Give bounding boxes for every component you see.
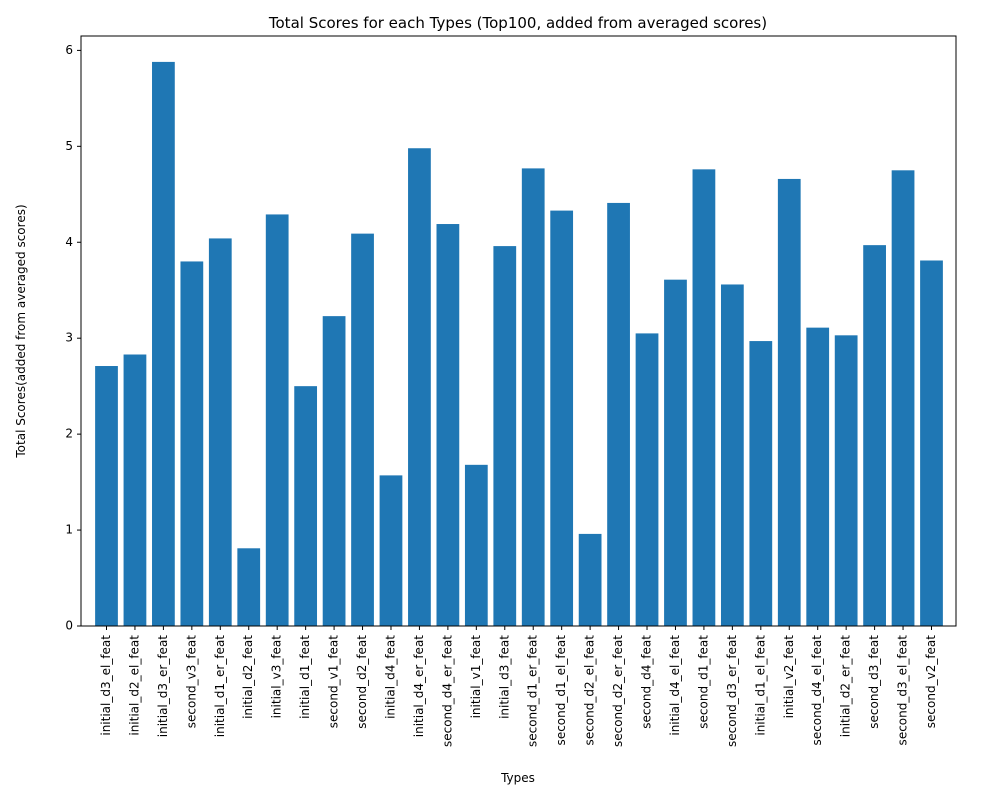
x-tick-label: second_d3_feat bbox=[867, 635, 881, 729]
bar-initial_d2_feat bbox=[237, 548, 261, 626]
x-axis-label: Types bbox=[500, 771, 535, 785]
x-tick-label: second_d4_el_feat bbox=[810, 635, 824, 746]
x-tick-label: initial_d1_feat bbox=[298, 635, 312, 719]
x-tick-label: initial_d4_el_feat bbox=[668, 635, 682, 736]
bar-initial_v3_feat bbox=[265, 214, 289, 626]
x-tick-label: second_v2_feat bbox=[924, 635, 938, 728]
x-tick-label: second_d2_el_feat bbox=[583, 635, 597, 746]
x-tick-label: second_v1_feat bbox=[327, 635, 341, 728]
x-tick-label: second_d2_er_feat bbox=[611, 635, 625, 747]
bar-initial_v1_feat bbox=[464, 464, 488, 626]
y-tick-label: 6 bbox=[65, 43, 73, 57]
y-tick-label: 1 bbox=[65, 523, 73, 537]
x-tick-label: second_d4_er_feat bbox=[440, 635, 454, 747]
y-tick-label: 4 bbox=[65, 235, 73, 249]
x-tick-label: initial_d1_er_feat bbox=[213, 635, 227, 738]
bar-second_d1_el_feat bbox=[550, 210, 574, 626]
bar-second_d1_er_feat bbox=[521, 168, 545, 626]
bars-group bbox=[95, 61, 943, 627]
bar-initial_d3_el_feat bbox=[95, 366, 118, 626]
x-tick-label: second_d1_feat bbox=[696, 635, 710, 729]
bar-second_d1_feat bbox=[692, 169, 716, 626]
bar-second_d2_feat bbox=[351, 233, 374, 626]
bar-initial_d2_er_feat bbox=[834, 335, 858, 626]
x-tick-label: second_d1_el_feat bbox=[554, 635, 568, 746]
bar-second_d2_er_feat bbox=[607, 202, 630, 626]
x-tick-label: initial_d4_er_feat bbox=[412, 635, 426, 738]
x-tick-label: second_d3_el_feat bbox=[896, 635, 910, 746]
bar-second_v1_feat bbox=[322, 316, 346, 626]
bar-second_d4_er_feat bbox=[436, 224, 460, 626]
x-tick-label: second_d4_feat bbox=[640, 635, 654, 729]
x-tick-label: initial_d1_el_feat bbox=[753, 635, 767, 736]
plot-frame bbox=[80, 35, 957, 627]
y-tick-label: 3 bbox=[65, 331, 73, 345]
x-axis: initial_d3_el_feat initial_d2_el_feat init… bbox=[99, 626, 938, 747]
x-tick-label: initial_d3_er_feat bbox=[156, 635, 170, 738]
bar-initial_d1_feat bbox=[294, 386, 318, 626]
bar-initial_d4_feat bbox=[379, 475, 403, 626]
x-tick-label: initial_d3_el_feat bbox=[99, 635, 113, 736]
bar-second_d3_feat bbox=[863, 245, 886, 626]
y-axis: 0 1 2 3 4 5 6 bbox=[65, 43, 81, 633]
y-axis-label: Total Scores(added from averaged scores) bbox=[14, 204, 28, 458]
x-tick-label: initial_d2_el_feat bbox=[127, 635, 141, 736]
x-tick-label: second_d1_er_feat bbox=[526, 635, 540, 747]
x-tick-label: initial_v2_feat bbox=[782, 635, 796, 719]
bar-initial_d2_el_feat bbox=[123, 354, 147, 626]
x-tick-label: second_d2_feat bbox=[355, 635, 369, 729]
bar-second_v3_feat bbox=[180, 261, 204, 626]
bar-second_d2_el_feat bbox=[578, 533, 602, 626]
bar-initial_d1_el_feat bbox=[749, 341, 773, 626]
y-tick-label: 5 bbox=[65, 139, 73, 153]
bar-second_v2_feat bbox=[920, 260, 943, 626]
bar-initial_d4_er_feat bbox=[408, 148, 431, 627]
x-tick-label: initial_d4_feat bbox=[383, 635, 397, 719]
bar-second_d3_el_feat bbox=[891, 170, 915, 626]
bar-second_d4_el_feat bbox=[806, 327, 830, 626]
bar-initial_d3_feat bbox=[493, 246, 517, 626]
bar-initial_d1_er_feat bbox=[208, 238, 232, 627]
y-tick-label: 0 bbox=[65, 619, 73, 633]
bar-initial_d4_el_feat bbox=[664, 279, 687, 626]
y-tick-label: 2 bbox=[65, 427, 73, 441]
bar-second_d4_feat bbox=[635, 333, 659, 626]
x-tick-label: initial_v1_feat bbox=[469, 635, 483, 719]
bar-initial_v2_feat bbox=[777, 178, 801, 626]
x-tick-label: second_d3_er_feat bbox=[725, 635, 739, 747]
x-tick-label: initial_v3_feat bbox=[270, 635, 284, 719]
x-tick-label: initial_d3_feat bbox=[497, 635, 511, 719]
bar-second_d3_er_feat bbox=[720, 284, 744, 626]
x-tick-label: second_v3_feat bbox=[184, 635, 198, 728]
chart-title: Total Scores for each Types (Top100, add… bbox=[268, 14, 767, 32]
bar-initial_d3_er_feat bbox=[152, 61, 175, 626]
x-tick-label: initial_d2_er_feat bbox=[839, 635, 853, 738]
x-tick-label: initial_d2_feat bbox=[241, 635, 255, 719]
